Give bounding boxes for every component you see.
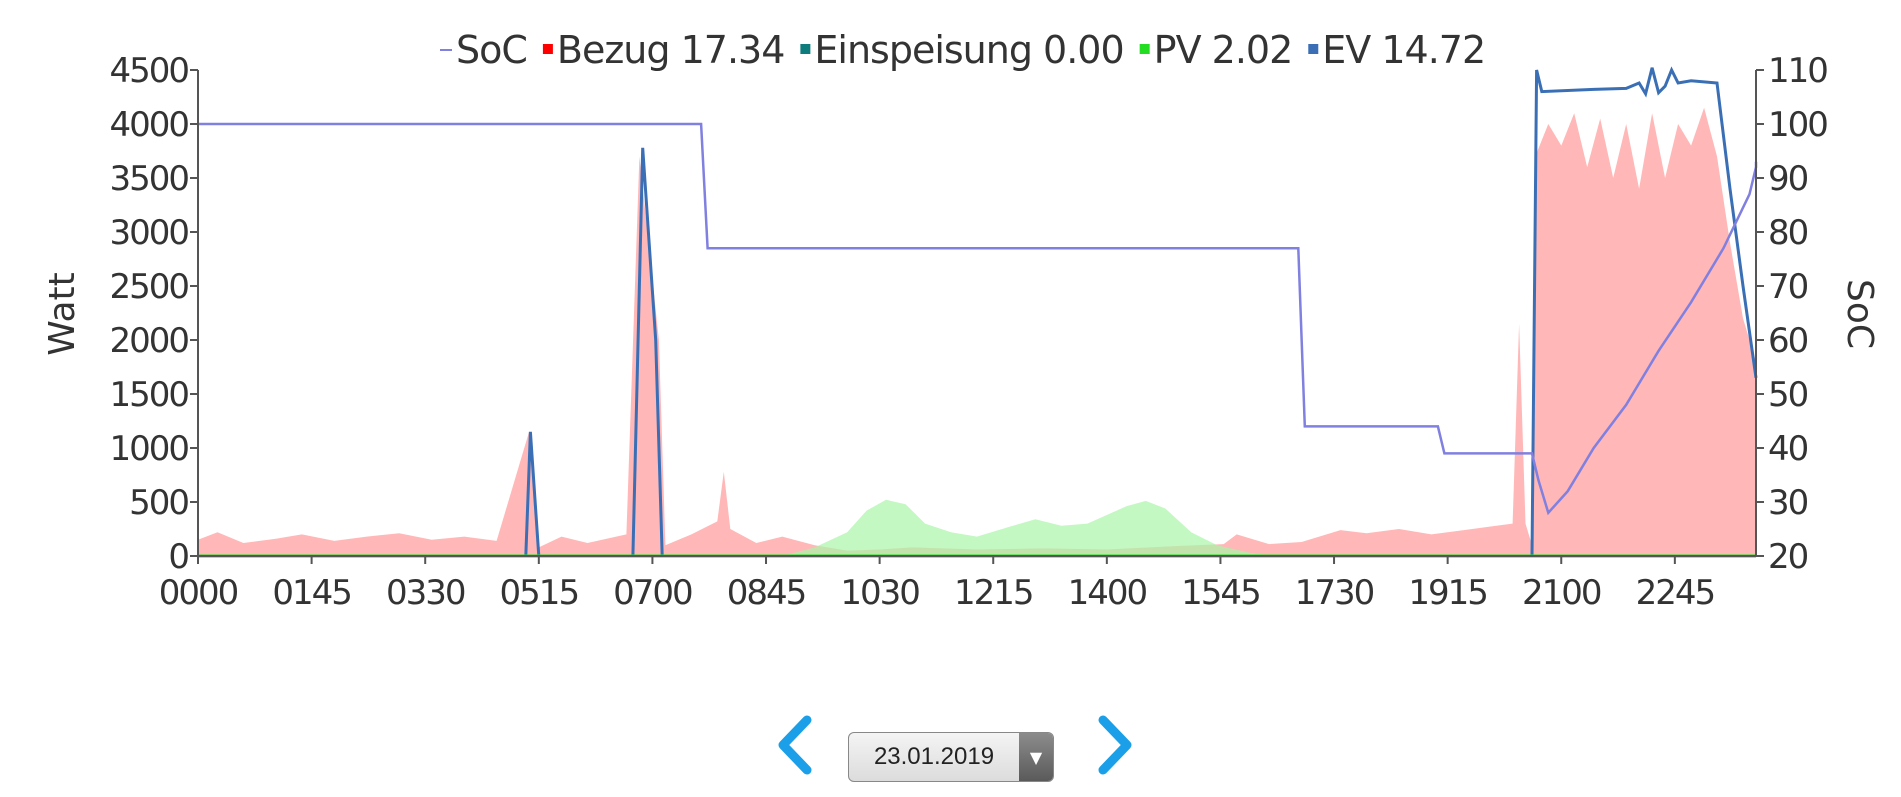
y2-tick-label: 40 xyxy=(1768,429,1808,469)
y-tick-label: 4500 xyxy=(109,51,188,91)
date-select[interactable]: 23.01.2019 ▼ xyxy=(848,732,1054,782)
y-tick-label: 0 xyxy=(168,537,188,577)
y2-tick-label: 30 xyxy=(1768,483,1808,523)
y-tick-label: 1500 xyxy=(109,375,188,415)
chevron-left-icon xyxy=(778,715,812,775)
chart-legend: SoC Bezug 17.34 Einspeisung 0.00 PV 2.02 EV … xyxy=(440,28,1486,72)
legend-label: Einspeisung 0.00 xyxy=(814,28,1123,72)
legend-label: Bezug 17.34 xyxy=(557,28,784,72)
x-tick-label: 0845 xyxy=(727,573,806,613)
x-tick-label: 1400 xyxy=(1068,573,1147,613)
next-day-button[interactable] xyxy=(1085,710,1145,780)
chevron-right-icon xyxy=(1098,715,1132,775)
legend-marker xyxy=(542,44,553,54)
y2-tick-label: 50 xyxy=(1768,375,1808,415)
date-value: 23.01.2019 xyxy=(873,743,995,770)
y2-tick-label: 110 xyxy=(1768,51,1827,91)
x-tick-label: 0330 xyxy=(386,573,465,613)
x-tick-label: 2100 xyxy=(1522,573,1601,613)
x-tick-label: 1215 xyxy=(954,573,1033,613)
y2-tick-label: 70 xyxy=(1768,267,1808,307)
x-tick-label: 1915 xyxy=(1408,573,1487,613)
date-navigation: 23.01.2019 ▼ xyxy=(0,700,1901,797)
x-tick-label: 0145 xyxy=(272,573,351,613)
y-tick-label: 2500 xyxy=(109,267,188,307)
y2-tick-label: 100 xyxy=(1768,105,1827,145)
legend-marker xyxy=(1308,44,1319,54)
legend-label: SoC xyxy=(456,28,527,72)
chart-series xyxy=(198,66,1758,558)
legend-label: PV 2.02 xyxy=(1154,28,1293,72)
y2-tick-label: 80 xyxy=(1768,213,1808,253)
x-tick-label: 2245 xyxy=(1636,573,1715,613)
legend-item: Bezug 17.34 xyxy=(542,28,785,72)
y2-tick-label: 90 xyxy=(1768,159,1808,199)
x-tick-label: 1545 xyxy=(1181,573,1260,613)
y-tick-label: 4000 xyxy=(109,105,188,145)
legend-item: Einspeisung 0.00 xyxy=(800,28,1125,72)
chart-axes: 0 500 1000 1500 2000 2500 3000 3500 4000 4500 20 30… xyxy=(109,51,1829,613)
legend-label: EV 14.72 xyxy=(1322,28,1485,72)
series-soc-line xyxy=(198,122,1758,516)
legend-item: SoC xyxy=(440,28,528,72)
legend-item: PV 2.02 xyxy=(1139,28,1293,72)
y2-tick-label: 20 xyxy=(1768,537,1808,577)
y-tick-label: 1000 xyxy=(109,429,188,469)
y-tick-label: 3000 xyxy=(109,213,188,253)
legend-item: EV 14.72 xyxy=(1308,28,1486,72)
x-tick-label: 0000 xyxy=(159,573,238,613)
x-tick-label: 1730 xyxy=(1295,573,1374,613)
y-tick-label: 3500 xyxy=(109,159,188,199)
previous-day-button[interactable] xyxy=(765,710,825,780)
series-bezug-area xyxy=(198,107,1756,557)
chevron-down-icon: ▼ xyxy=(1019,733,1053,781)
x-tick-label: 1030 xyxy=(840,573,919,613)
legend-marker xyxy=(800,44,811,54)
series-pv-area xyxy=(782,499,1276,556)
energy-chart: 0 500 1000 1500 2000 2500 3000 3500 4000 4500 20 30… xyxy=(42,28,1880,613)
x-tick-label: 0515 xyxy=(500,573,579,613)
y2-tick-label: 60 xyxy=(1768,321,1808,361)
y-axis-title: Watt xyxy=(42,272,83,356)
x-tick-label: 0700 xyxy=(613,573,692,613)
y-tick-label: 2000 xyxy=(109,321,188,361)
y2-axis-title: SoC xyxy=(1839,279,1880,349)
legend-marker xyxy=(1139,44,1150,54)
y-tick-label: 500 xyxy=(129,483,188,523)
